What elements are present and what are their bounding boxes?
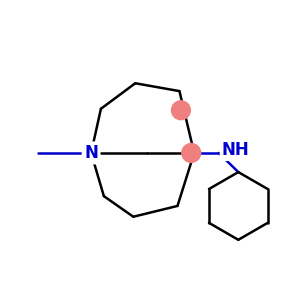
Circle shape bbox=[182, 143, 201, 162]
Text: NH: NH bbox=[222, 141, 249, 159]
Text: N: N bbox=[84, 144, 98, 162]
Circle shape bbox=[172, 101, 190, 120]
